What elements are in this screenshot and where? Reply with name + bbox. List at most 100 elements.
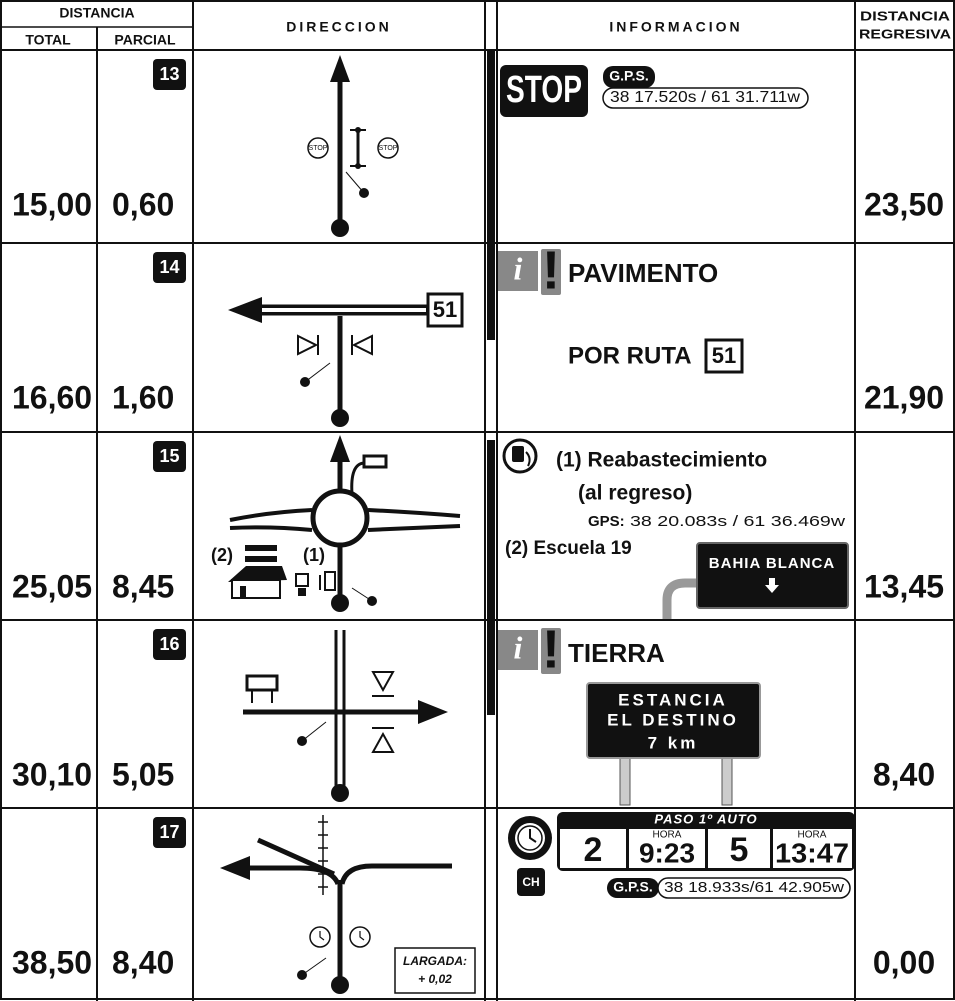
car-number: 2 bbox=[584, 831, 603, 869]
pass-cells-part bbox=[773, 829, 852, 868]
step-badge bbox=[153, 59, 186, 90]
header-part: DISTANCIA bbox=[860, 8, 951, 23]
sign-post bbox=[662, 578, 700, 620]
partial-distance: 1,60 bbox=[112, 379, 174, 415]
direction-diagram-part bbox=[229, 508, 461, 532]
direction-diagram bbox=[228, 292, 464, 427]
sign-post bbox=[721, 754, 733, 806]
road-sign-text: 7 km bbox=[648, 733, 699, 752]
panel-title: PASO 1º AUTO bbox=[654, 811, 757, 826]
header-part: INFORMACION bbox=[609, 19, 742, 35]
gps-coordinates: 38 18.933s/61 42.905w bbox=[664, 879, 844, 896]
total-distance: 16,60 bbox=[12, 379, 92, 415]
direction-diagram-part bbox=[359, 188, 369, 198]
gps-coordinates: 38 17.520s / 61 31.711w bbox=[610, 89, 800, 106]
route-number: 51 bbox=[712, 343, 736, 368]
direction-diagram-part bbox=[331, 594, 349, 612]
total-distance: 25,05 bbox=[12, 568, 92, 604]
sign-post bbox=[619, 754, 631, 806]
direction-diagram-part bbox=[330, 435, 350, 462]
direction-diagram bbox=[228, 435, 461, 612]
info-subtitle: POR RUTA bbox=[568, 342, 692, 369]
step-badge bbox=[153, 817, 186, 848]
step-number: 15 bbox=[159, 446, 179, 466]
info-icon-box bbox=[498, 251, 538, 291]
direction-diagram-part bbox=[418, 700, 448, 724]
road-sign bbox=[696, 542, 849, 609]
diagram-label: (2) bbox=[211, 545, 233, 565]
direction-diagram-part bbox=[300, 377, 310, 387]
gps-box bbox=[602, 87, 809, 109]
direction-diagram-part bbox=[331, 784, 349, 802]
partial-distance: 8,40 bbox=[112, 944, 174, 980]
gps-label: G.P.S. bbox=[613, 879, 652, 895]
header-part: DIRECCION bbox=[286, 19, 392, 35]
direction-diagram-part bbox=[295, 573, 309, 587]
direction-diagram-part bbox=[324, 571, 336, 591]
direction-diagram bbox=[307, 55, 399, 237]
direction-diagram-part bbox=[297, 334, 319, 356]
direction-diagram-part bbox=[240, 586, 246, 598]
pass-cells bbox=[560, 829, 852, 868]
direction-diagram-part bbox=[359, 931, 365, 941]
pass-cells-part bbox=[708, 829, 770, 868]
remaining-distance: 8,40 bbox=[873, 756, 935, 792]
direction-diagram-part bbox=[351, 334, 373, 356]
pass-cells-part bbox=[560, 829, 626, 868]
pass-time: 9:23 bbox=[639, 837, 695, 868]
direction-diagram-part bbox=[339, 863, 452, 885]
start-value: + 0,02 bbox=[418, 972, 452, 986]
direction-diagram-part bbox=[394, 947, 476, 994]
diagram-label: (1) bbox=[303, 545, 325, 565]
header-part: REGRESIVA bbox=[859, 26, 952, 41]
direction-diagram-part bbox=[304, 362, 331, 383]
car-number: 5 bbox=[730, 831, 749, 869]
gps-pill bbox=[607, 878, 659, 898]
header-part: DISTANCIA bbox=[59, 5, 134, 21]
step-number: 16 bbox=[159, 634, 179, 654]
info-item: (2) Escuela 19 bbox=[505, 538, 632, 559]
direction-diagram bbox=[220, 815, 476, 994]
direction-diagram-part bbox=[319, 931, 325, 941]
direction-diagram-part bbox=[331, 409, 349, 427]
header-part: TOTAL bbox=[25, 32, 71, 48]
sign-label: STOP bbox=[379, 145, 398, 152]
header: DISTANCIA TOTAL PARCIAL DIRECCION INFORM… bbox=[0, 5, 952, 48]
road-sign bbox=[586, 682, 761, 759]
info-item: (1) Reabastecimiento bbox=[556, 449, 767, 472]
pass-time: 13:47 bbox=[775, 837, 849, 868]
total-distance: 15,00 bbox=[12, 186, 92, 222]
direction-diagram-part bbox=[245, 674, 279, 692]
down-arrow-part bbox=[769, 578, 775, 585]
gps-label: GPS: bbox=[588, 513, 625, 530]
exclamation: ! bbox=[542, 240, 560, 300]
direction-diagram-part bbox=[245, 545, 277, 551]
exclamation-box bbox=[541, 628, 561, 674]
grid-part bbox=[487, 440, 495, 715]
clock-icon bbox=[508, 816, 552, 860]
gps-label: G.P.S. bbox=[609, 68, 648, 84]
gps-pill bbox=[603, 66, 655, 88]
direction-diagram-part bbox=[355, 127, 361, 133]
step-number: 13 bbox=[159, 64, 179, 84]
ch-box bbox=[517, 868, 545, 896]
route-box bbox=[704, 338, 744, 374]
direction-diagram-part bbox=[310, 488, 370, 548]
fuel-icon-part bbox=[512, 446, 524, 462]
stop-box bbox=[500, 65, 588, 117]
exclamation-box bbox=[541, 249, 561, 295]
hora-label: HORA bbox=[653, 830, 682, 841]
info-icon-box bbox=[498, 630, 538, 670]
gps-box bbox=[657, 877, 851, 899]
direction-diagram-part bbox=[350, 461, 365, 495]
total-distance: 38,50 bbox=[12, 944, 92, 980]
direction-diagram-part bbox=[362, 454, 388, 469]
road-sign-text: EL DESTINO bbox=[607, 710, 739, 729]
direction-diagram-part bbox=[330, 55, 350, 82]
stop-label: STOP bbox=[506, 69, 582, 111]
remaining-distance: 21,90 bbox=[864, 379, 944, 415]
direction-diagram bbox=[243, 630, 448, 802]
direction-diagram-part bbox=[220, 856, 250, 880]
direction-diagram-part bbox=[256, 837, 336, 877]
